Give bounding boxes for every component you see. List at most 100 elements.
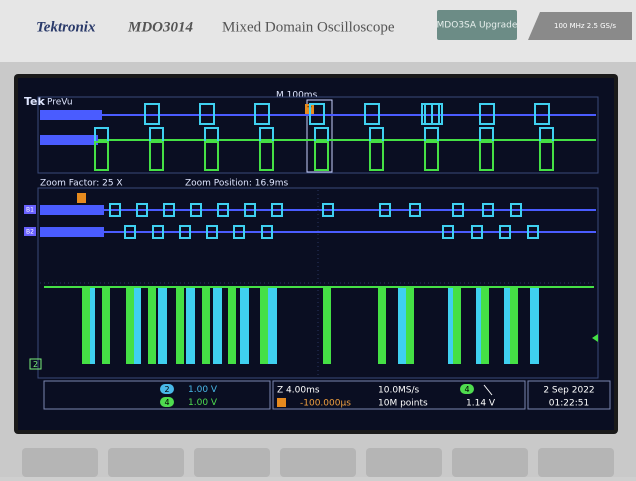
pulse [148,288,156,364]
mode: PreVu [47,98,73,108]
packet [527,225,539,239]
packet [163,203,175,217]
trigger-channel-badge [460,384,474,394]
bezel-button[interactable] [108,448,184,477]
pulse [158,288,167,364]
pulse [240,288,249,364]
pulse [323,288,331,364]
burst [479,141,494,171]
ch-scale: 1.00 V [188,398,218,408]
trigger-icon [277,398,286,407]
packet [217,203,229,217]
trigger-marker [77,193,86,203]
packet [233,225,245,239]
dense-burst [40,110,102,120]
pulse [510,288,518,364]
packet [409,203,421,217]
packet [179,225,191,239]
packet [510,203,522,217]
burst [149,141,164,171]
channel-badge [29,358,42,370]
pulse [86,288,95,364]
packet [124,225,136,239]
bezel-button[interactable] [280,448,356,477]
pulse [126,288,134,364]
buttons [22,448,614,477]
pulse [476,288,485,364]
burst [369,141,384,171]
zoom-factor: Zoom Factor: 25 X [40,179,123,189]
packet [271,203,283,217]
record-length: 10M points [378,399,428,409]
pulse [102,288,110,364]
spec-label: 100 MHz 2.5 GS/s [554,22,616,30]
model: MDO3014 [127,19,194,35]
pulse [132,288,141,364]
pulse [448,288,457,364]
packet [534,103,550,125]
ch-number: 2 [164,385,169,394]
packet [431,103,443,125]
packet [482,203,494,217]
packet [499,225,511,239]
packet [471,225,483,239]
packet [254,103,270,125]
brand: Tektronix [36,19,96,35]
bezel-button[interactable] [22,448,98,477]
zoom-position: Zoom Position: 16.9ms [185,179,289,189]
packet [244,203,256,217]
burst [424,141,439,171]
pulse [378,288,386,364]
packet [136,203,148,217]
pulse [176,288,184,364]
packet [206,225,218,239]
top-panel [0,0,636,62]
time: 01:22:51 [549,399,589,409]
upgrade-badge [437,10,517,40]
bezel-button[interactable] [538,448,614,477]
pulse [504,288,513,364]
packet [199,103,215,125]
bezel-button[interactable] [366,448,442,477]
level-marker [592,334,598,342]
burst [259,141,274,171]
bezel-button[interactable] [194,448,270,477]
burst [314,141,329,171]
pulse [202,288,210,364]
packet [309,103,325,125]
packet [152,225,164,239]
trigger-delay: -100.000µs [300,399,351,409]
burst [539,141,554,171]
timebase: M 100ms [276,91,318,101]
burst [94,141,109,171]
packet [109,203,121,217]
upgrade-label: MDO3SA Upgrade [437,21,518,31]
bus-badge [24,227,36,236]
trigger-level: 1.14 V [466,399,496,409]
bezel-button[interactable] [452,448,528,477]
ch-scale: 1.00 V [188,385,218,395]
packet [452,203,464,217]
bus-label: B1 [26,207,34,214]
ch-number: 4 [164,398,169,407]
overview-graticule [37,96,599,174]
pulse [530,288,539,364]
spec-badge [528,12,632,40]
packet [479,103,495,125]
slope-icon [483,384,493,396]
description: Mixed Domain Oscilloscope [222,19,395,35]
packet [364,103,380,125]
channel-box [43,380,271,410]
horizontal-box [272,380,526,410]
clock-box [527,380,611,410]
dense-burst [40,227,104,237]
ch-badge [160,397,174,407]
pulse [268,288,277,364]
date: 2 Sep 2022 [543,386,594,396]
waveforms [40,103,598,376]
bus-badge [24,205,36,214]
channel-marker: 2 [33,360,38,369]
pulse [453,288,461,364]
